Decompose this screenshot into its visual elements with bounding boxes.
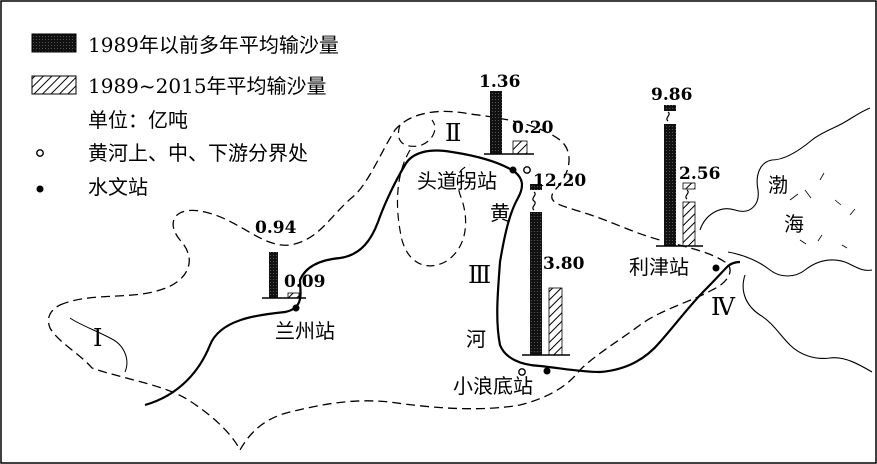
northern-inner-boundary bbox=[397, 119, 436, 147]
value-lanzhou-1989-2015: 0.09 bbox=[284, 272, 325, 292]
station-dot-lijin bbox=[712, 264, 720, 272]
value-toudaoguai-1989-2015: 0.20 bbox=[512, 118, 554, 138]
bar-xiaolangdi-before-1989 bbox=[530, 212, 542, 355]
station-marker-icon bbox=[36, 185, 44, 193]
bar-lijin-1989-2015-top bbox=[682, 182, 696, 190]
section-label-lower: Ⅳ bbox=[711, 293, 736, 321]
station-dot-lanzhou bbox=[292, 304, 300, 312]
legend-station: 水文站 bbox=[88, 175, 148, 199]
river-source-tributary bbox=[69, 317, 128, 373]
value-toudaoguai-before-1989: 1.36 bbox=[479, 72, 520, 92]
value-lijin-before-1989: 9.86 bbox=[651, 85, 692, 105]
coastline bbox=[699, 107, 873, 373]
bar-xiaolangdi-before-1989-top bbox=[530, 184, 542, 190]
yellow-river-basin-boundary bbox=[47, 110, 731, 452]
sea-name-char-1: 渤 bbox=[768, 173, 788, 197]
legend-item-1989-2015: 1989~2015年平均输沙量 bbox=[88, 74, 327, 98]
yellow-river-mainstem bbox=[144, 149, 741, 407]
bar-lijin-before-1989 bbox=[664, 124, 676, 246]
bar-xiaolangdi-1989-2015 bbox=[548, 287, 563, 356]
station-name-lanzhou: 兰州站 bbox=[275, 319, 335, 343]
bar-break-icon bbox=[666, 111, 670, 122]
bar-toudaoguai-before-1989 bbox=[490, 91, 502, 154]
coast-detail bbox=[789, 172, 856, 249]
bar-lijin-before-1989-top bbox=[664, 105, 676, 111]
section-label-upper-boundary: Ⅱ bbox=[445, 119, 461, 147]
sea-name-char-2: 海 bbox=[784, 212, 804, 236]
legend-boundary: 黄河上、中、下游分界处 bbox=[88, 141, 308, 165]
station-dot-toudaoguai bbox=[509, 166, 517, 174]
legend-hatched-swatch bbox=[31, 75, 77, 95]
river-name-char-1: 黄 bbox=[490, 201, 510, 225]
ordos-inner-boundary bbox=[396, 149, 471, 267]
boundary-marker-icon bbox=[36, 149, 44, 157]
section-label-upper-source: Ⅰ bbox=[93, 324, 102, 352]
section-label-middle: Ⅲ bbox=[468, 261, 491, 289]
station-name-toudaoguai: 头道拐站 bbox=[417, 169, 497, 193]
station-toudaoguai: 1.36 0.20 头道拐站 bbox=[417, 72, 554, 193]
station-xiaolangdi: 12.20 3.80 小浪底站 bbox=[453, 171, 586, 398]
station-name-xiaolangdi: 小浪底站 bbox=[453, 374, 533, 398]
legend-solid-swatch bbox=[31, 33, 77, 53]
station-dot-xiaolangdi bbox=[543, 367, 551, 375]
value-xiaolangdi-before-1989: 12.20 bbox=[533, 171, 586, 191]
value-lijin-1989-2015: 2.56 bbox=[679, 164, 720, 184]
middle-lower-boundary-marker bbox=[518, 368, 526, 376]
legend-unit: 单位：亿吨 bbox=[88, 108, 188, 132]
upper-middle-boundary-marker bbox=[523, 166, 531, 174]
bar-break-icon bbox=[685, 189, 689, 200]
station-lanzhou: 0.94 0.09 兰州站 bbox=[255, 218, 335, 343]
legend-item-before-1989: 1989年以前多年平均输沙量 bbox=[88, 33, 339, 57]
legend: 1989年以前多年平均输沙量 1989~2015年平均输沙量 单位：亿吨 黄河上… bbox=[31, 33, 339, 199]
bar-lanzhou-before-1989 bbox=[269, 252, 278, 298]
station-name-lijin: 利津站 bbox=[629, 255, 689, 279]
bar-lijin-1989-2015 bbox=[682, 201, 696, 247]
bar-break-icon bbox=[532, 191, 536, 211]
river-name-char-2: 河 bbox=[466, 327, 486, 351]
value-xiaolangdi-1989-2015: 3.80 bbox=[543, 254, 585, 274]
bar-toudaoguai-1989-2015 bbox=[512, 140, 528, 155]
station-lijin: 9.86 2.56 利津站 bbox=[629, 85, 720, 279]
value-lanzhou-before-1989: 0.94 bbox=[255, 218, 297, 238]
